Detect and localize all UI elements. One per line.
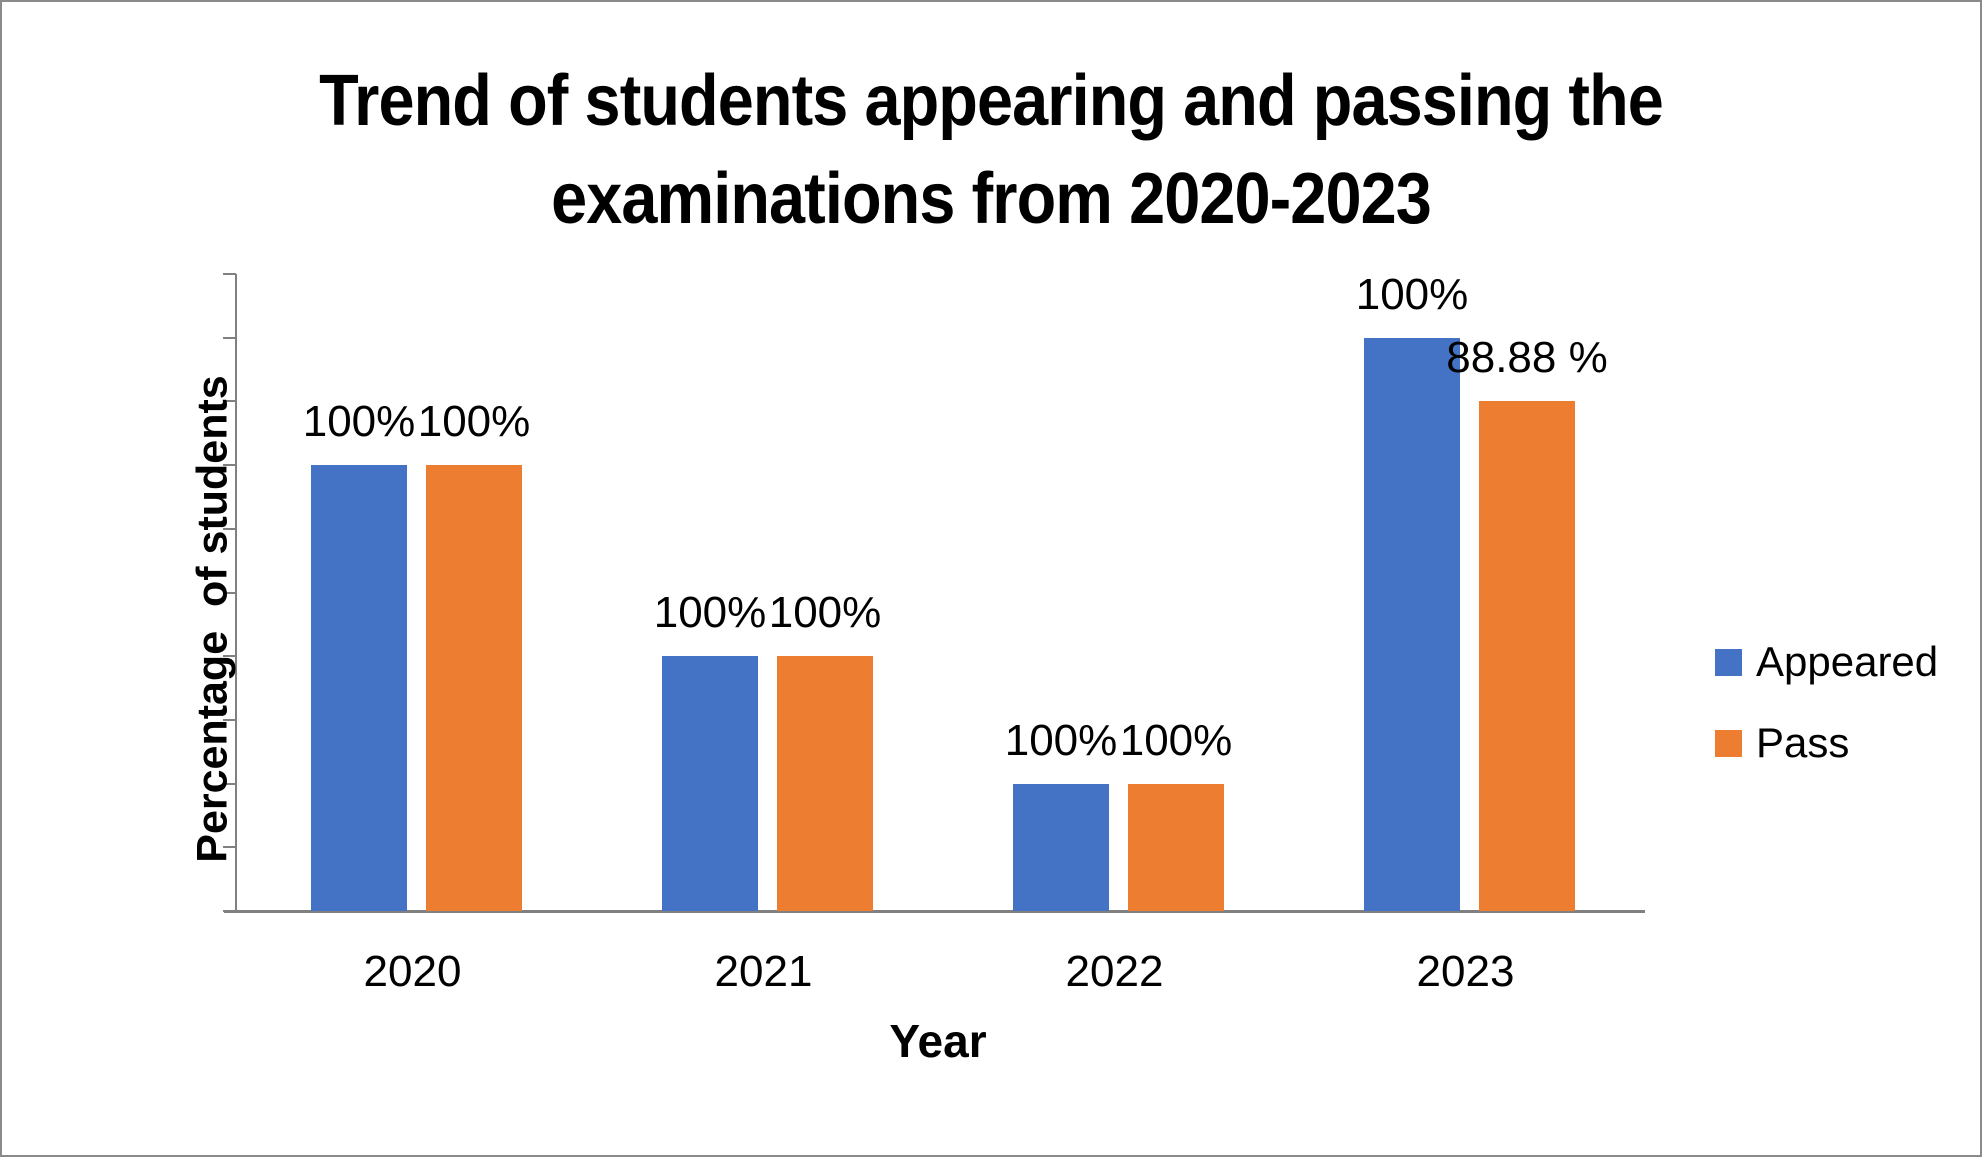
x-tick-label-2023: 2023 <box>1416 947 1515 996</box>
data-label-appeared-2023: 100% <box>1355 270 1469 319</box>
legend-label-appeared: Appeared <box>1756 638 1939 685</box>
y-axis-line <box>235 274 237 913</box>
y-axis-tick <box>223 655 236 657</box>
bar-appeared-2022 <box>1013 784 1109 911</box>
bar-pass-2022 <box>1128 784 1224 911</box>
legend-item-appeared: Appeared <box>1715 638 1938 686</box>
bar-appeared-2023 <box>1364 338 1460 911</box>
data-label-pass-2023: 88.88 % <box>1446 333 1608 382</box>
legend-swatch-pass <box>1715 729 1742 757</box>
data-label-appeared-2021: 100% <box>653 588 767 637</box>
legend: Appeared Pass <box>1715 638 1938 767</box>
y-axis-tick <box>223 528 236 530</box>
y-axis-tick <box>223 783 236 785</box>
y-axis-tick <box>223 337 236 339</box>
y-axis-tick <box>223 400 236 402</box>
chart-title: Trend of students appearing and passing … <box>101 52 1881 248</box>
bar-pass-2020 <box>426 465 522 911</box>
chart-title-line1: Trend of students appearing and passing … <box>319 61 1664 141</box>
bar-pass-2021 <box>777 656 873 911</box>
y-axis-tick <box>223 592 236 594</box>
data-label-pass-2020: 100% <box>417 397 531 446</box>
x-tick-label-2020: 2020 <box>363 947 462 996</box>
x-tick-label-2021: 2021 <box>714 947 813 996</box>
y-axis-tick <box>223 846 236 848</box>
y-axis-tick <box>223 464 236 466</box>
data-label-appeared-2022: 100% <box>1004 716 1118 765</box>
x-tick-label-2022: 2022 <box>1065 947 1164 996</box>
data-label-pass-2022: 100% <box>1119 716 1233 765</box>
x-axis-line <box>224 910 1645 913</box>
y-axis-title: Percentage of students <box>188 375 237 863</box>
legend-item-pass: Pass <box>1715 719 1938 767</box>
bar-pass-2023 <box>1479 401 1575 911</box>
y-axis-tick <box>223 273 236 275</box>
data-label-pass-2021: 100% <box>768 588 882 637</box>
legend-swatch-appeared <box>1715 648 1742 676</box>
legend-label-pass: Pass <box>1756 719 1850 766</box>
x-axis-title: Year <box>889 1015 987 1067</box>
y-axis-tick <box>223 910 236 912</box>
bar-appeared-2020 <box>311 465 407 911</box>
chart-title-line2: examinations from 2020-2023 <box>551 159 1432 239</box>
bar-appeared-2021 <box>662 656 758 911</box>
y-axis-tick <box>223 719 236 721</box>
data-label-appeared-2020: 100% <box>302 397 416 446</box>
